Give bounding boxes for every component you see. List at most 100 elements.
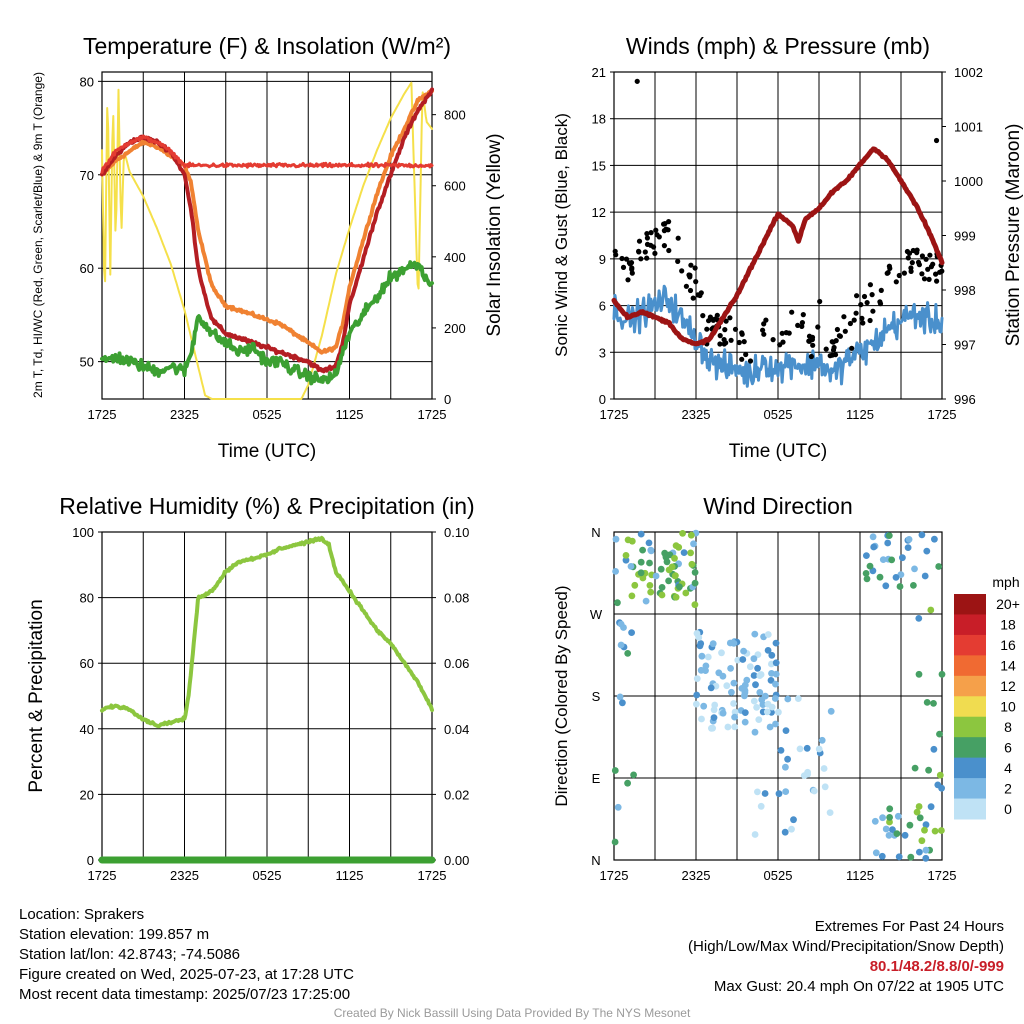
y-tick-label: 0 (599, 392, 606, 407)
colorbar-swatch (954, 696, 986, 718)
gust-point (693, 279, 699, 285)
direction-point (757, 802, 765, 810)
direction-point (775, 790, 783, 798)
gust-point (927, 252, 933, 258)
gust-point (799, 320, 806, 326)
direction-point (821, 783, 829, 791)
gust-point (870, 308, 876, 314)
direction-point (746, 663, 754, 671)
direction-point (938, 827, 945, 834)
colorbar-swatch (954, 737, 986, 759)
direction-point (911, 565, 918, 573)
gust-point (665, 227, 671, 233)
gust-point (834, 326, 841, 333)
gust-point (923, 256, 929, 262)
direction-point (709, 640, 717, 648)
direction-point (617, 620, 625, 628)
latlon-text: Station lat/lon: 42.8743; -74.5086 (19, 946, 241, 963)
gust-point (710, 317, 716, 323)
direction-point (771, 695, 779, 702)
y-tick-label: E (592, 771, 601, 786)
y-tick-label: 9 (599, 252, 606, 267)
colorbar-label: 14 (1000, 658, 1016, 674)
direction-point (753, 704, 760, 711)
direction-point (628, 629, 635, 636)
direction-point (879, 814, 886, 822)
x-tick-label: 1725 (88, 868, 117, 883)
gust-point (829, 339, 835, 345)
direction-point (616, 693, 624, 701)
direction-point (892, 574, 900, 581)
station-info: Location: Sprakers Station elevation: 19… (19, 905, 354, 1005)
gust-point (761, 321, 767, 327)
colorbar-label: 18 (1000, 617, 1016, 633)
gust-point (747, 358, 754, 364)
gust-point (723, 318, 729, 324)
direction-point (738, 685, 746, 692)
plot-frame (613, 531, 943, 861)
direction-point (901, 831, 909, 839)
recent-data-text: Most recent data timestamp: 2025/07/23 1… (19, 986, 351, 1003)
x-axis-label: Time (UTC) (218, 441, 317, 462)
direction-point (761, 790, 769, 797)
x-tick-label: 1125 (846, 407, 874, 422)
gust-point (727, 315, 733, 321)
extremes-title: Extremes For Past 24 Hours (814, 918, 1004, 935)
colorbar-label: 12 (1000, 678, 1016, 694)
colorbar-swatch (954, 614, 986, 636)
gust-point (909, 260, 915, 266)
chart-title: Relative Humidity (%) & Precipitation (i… (59, 493, 474, 519)
direction-point (743, 676, 751, 684)
chart-title: Winds (mph) & Pressure (mb) (626, 33, 930, 59)
direction-point (931, 827, 939, 835)
direction-point (788, 825, 795, 833)
x-tick-label: 0525 (253, 868, 282, 883)
direction-point (936, 771, 944, 779)
y-tick-label: 40 (80, 722, 94, 737)
direction-point (741, 709, 749, 716)
direction-point (624, 536, 632, 544)
direction-point (815, 745, 823, 753)
direction-point (862, 570, 870, 577)
direction-point (764, 647, 772, 654)
gust-point (864, 300, 870, 306)
direction-point (666, 551, 674, 559)
direction-point (627, 563, 635, 570)
gust-point (688, 262, 694, 268)
y-tick-label: S (592, 689, 601, 704)
direction-point (611, 767, 619, 774)
direction-point (731, 713, 738, 721)
gust-point (620, 264, 627, 270)
y-tick-label: 15 (592, 158, 606, 173)
gust-point (859, 315, 865, 321)
direction-point (702, 662, 710, 670)
direction-point (668, 563, 676, 571)
direction-point (637, 530, 645, 538)
gust-point (823, 346, 829, 352)
gust-point (806, 338, 813, 344)
gust-point (789, 309, 795, 315)
gust-point (692, 265, 698, 271)
heat-index-line (100, 134, 434, 174)
direction-point (691, 569, 699, 576)
direction-point (784, 755, 791, 763)
gust-point (916, 262, 923, 268)
direction-point (759, 701, 767, 708)
direction-point (726, 639, 734, 647)
direction-point (931, 535, 938, 543)
direction-point (766, 723, 774, 731)
direction-point (693, 630, 701, 637)
direction-point (727, 665, 734, 672)
gust-point (908, 268, 914, 274)
direction-point (698, 715, 705, 723)
direction-point (794, 695, 802, 702)
direction-point (767, 677, 775, 684)
gust-point (644, 235, 651, 241)
direction-point (803, 744, 811, 752)
y-axis-label: 2m T, Td, HI/WC (Red, Green, Scarlet/Blu… (31, 72, 45, 398)
x-tick-label: 1725 (928, 868, 957, 883)
direction-point (709, 724, 716, 732)
gust-point (638, 256, 644, 262)
direction-point (731, 708, 739, 716)
